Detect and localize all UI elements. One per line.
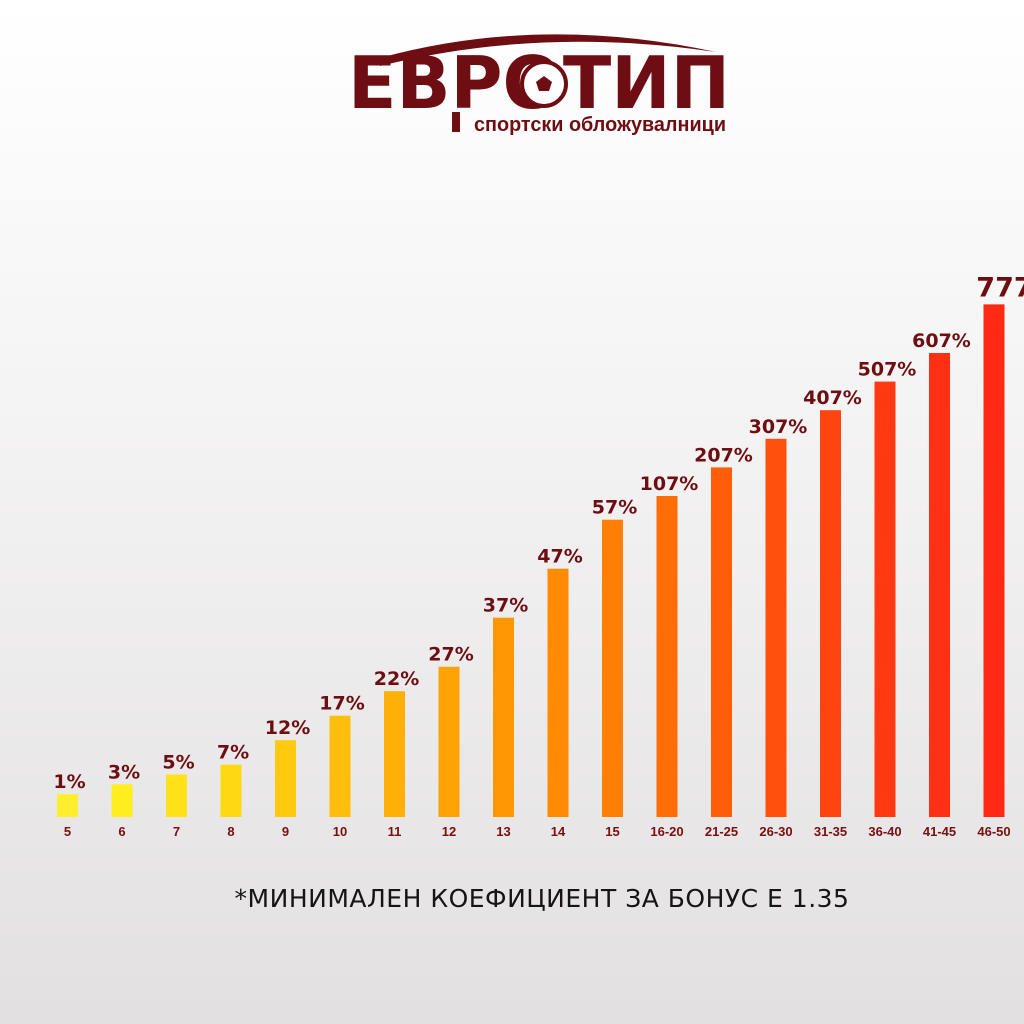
x-tick-label-46-50: 46-50 (977, 824, 1010, 839)
bar-9 (275, 740, 296, 817)
logo-swoosh (380, 34, 716, 66)
x-tick-label-10: 10 (333, 824, 347, 839)
data-label-41-45: 607% (912, 330, 971, 352)
x-tick-label-14: 14 (551, 824, 566, 839)
x-tick-label-8: 8 (227, 824, 234, 839)
bar-16-20 (656, 496, 678, 817)
bar-6 (111, 784, 133, 817)
x-tick-label-5: 5 (64, 824, 71, 839)
data-label-36-40: 507% (858, 359, 917, 381)
data-label-6: 3% (108, 761, 140, 783)
bar-12 (438, 666, 460, 817)
data-label-31-35: 407% (803, 387, 862, 409)
bar-7 (166, 774, 187, 817)
data-label-11: 22% (374, 668, 419, 690)
data-label-5: 1% (53, 771, 85, 793)
x-tick-label-31-35: 31-35 (814, 824, 847, 839)
data-label-14: 47% (537, 546, 582, 568)
data-label-26-30: 307% (749, 416, 808, 438)
logo-tagline: спортски обложувалници (474, 114, 726, 136)
data-label-8: 7% (217, 742, 249, 764)
data-label-15: 57% (592, 497, 637, 519)
x-tick-label-9: 9 (282, 824, 289, 839)
bar-15 (602, 519, 623, 817)
logo-tagline-bar (452, 112, 460, 132)
bar-46-50 (983, 304, 1005, 817)
bar-5 (57, 794, 78, 817)
x-tick-label-6: 6 (118, 824, 125, 839)
x-tick-label-16-20: 16-20 (650, 824, 683, 839)
data-label-13: 37% (483, 595, 528, 617)
data-label-12: 27% (428, 644, 473, 666)
bonus-bar-chart: 1% 5 3% 6 5% 7 7% 8 12% 9 17% 10 22% 11 27% 12 37% 13 47% 1… (53, 272, 1024, 839)
x-tick-label-21-25: 21-25 (705, 824, 738, 839)
bar-13 (493, 617, 514, 817)
x-tick-label-41-45: 41-45 (923, 824, 956, 839)
data-label-21-25: 207% (694, 444, 753, 466)
data-label-7: 5% (162, 752, 194, 774)
bar-10 (329, 715, 351, 817)
x-tick-label-11: 11 (388, 824, 402, 839)
footnote: *МИНИМАЛЕН КОЕФИЦИЕНТ ЗА БОНУС Е 1.35 (234, 884, 850, 913)
x-tick-label-36-40: 36-40 (868, 824, 901, 839)
bar-41-45 (929, 353, 950, 817)
bar-36-40 (874, 381, 896, 817)
x-tick-label-7: 7 (173, 824, 180, 839)
bar-31-35 (820, 410, 841, 817)
x-tick-label-15: 15 (605, 824, 619, 839)
bar-8 (220, 764, 242, 817)
evrotip-logo: ЕВРОТИП спортски обложувалници (348, 34, 730, 136)
x-tick-label-26-30: 26-30 (759, 824, 792, 839)
x-tick-label-13: 13 (496, 824, 510, 839)
bar-11 (384, 691, 405, 817)
x-tick-label-12: 12 (442, 824, 456, 839)
data-label-46-50: 777% (976, 272, 1024, 303)
data-label-10: 17% (319, 693, 364, 715)
bar-14 (547, 568, 569, 817)
bar-26-30 (765, 438, 787, 817)
football-icon (520, 60, 568, 108)
data-label-16-20: 107% (640, 473, 699, 495)
data-label-9: 12% (265, 717, 310, 739)
bar-21-25 (711, 467, 732, 817)
